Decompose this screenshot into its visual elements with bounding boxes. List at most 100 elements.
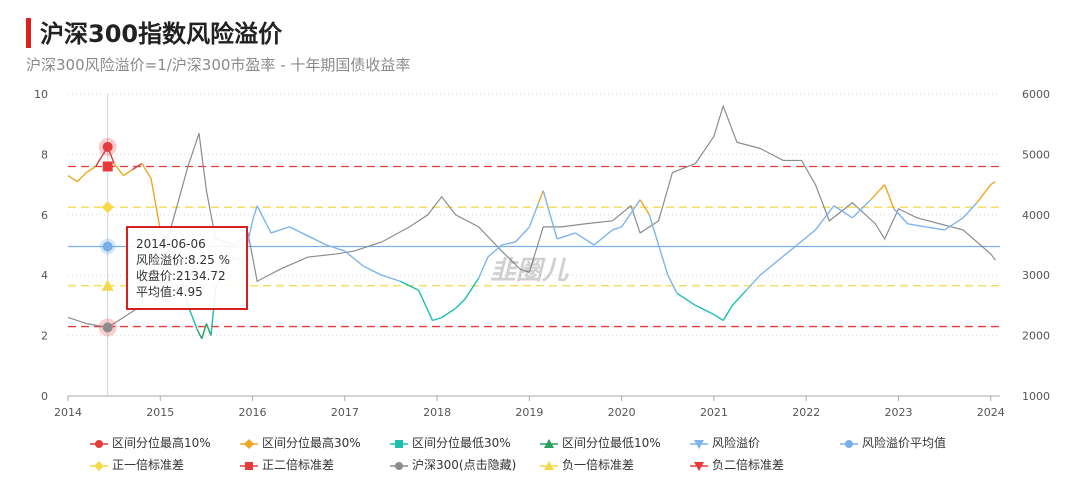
tooltip-close-label: 收盘价: xyxy=(136,269,177,283)
x-tick-label: 2023 xyxy=(884,406,912,419)
legend-item[interactable]: 正一倍标准差 xyxy=(90,456,184,473)
premium-series-segment xyxy=(639,199,650,216)
index-series-line xyxy=(67,104,996,329)
premium-series-segment xyxy=(851,199,872,219)
y-left-tick-label: 4 xyxy=(41,269,48,282)
y-right-tick-label: 3000 xyxy=(1022,269,1050,282)
premium-series-segment xyxy=(796,229,816,246)
y-right-tick-label: 4000 xyxy=(1022,209,1050,222)
legend-label: 区间分位最低10% xyxy=(562,436,661,450)
y-right-tick-label: 6000 xyxy=(1022,88,1050,101)
premium-series-segment xyxy=(270,226,290,234)
premium-series-segment xyxy=(132,162,143,171)
marker-minus-1-std xyxy=(101,279,114,291)
x-tick-label: 2020 xyxy=(608,406,636,419)
legend-item[interactable]: 区间分位最高30% xyxy=(240,434,361,451)
premium-series-segment xyxy=(362,265,383,276)
legend-diamond-icon xyxy=(90,460,108,471)
risk-premium-chart[interactable]: 0 1000 2 2000 4 3000 6 4000 8 5000 10 6000 2014 2015 2… xyxy=(0,0,1080,430)
legend-triangle-icon xyxy=(540,438,558,448)
legend-item[interactable]: 区间分位最低10% xyxy=(540,434,661,451)
x-tick-label: 2014 xyxy=(54,406,82,419)
premium-series-segment xyxy=(713,313,724,322)
title-accent-bar xyxy=(26,18,31,48)
premium-series-segment xyxy=(575,232,595,246)
x-tick-label: 2019 xyxy=(515,406,543,419)
tooltip-close: 收盘价:2134.72 xyxy=(136,268,246,284)
legend-label: 区间分位最高30% xyxy=(262,436,361,450)
premium-series-segment xyxy=(399,280,419,291)
tooltip-premium-value: 8.25 % xyxy=(188,253,230,267)
marker-plus-1-std xyxy=(101,201,114,214)
data-tooltip: 2014-06-06 风险溢价:8.25 % 收盘价:2134.72 平均值:4… xyxy=(126,226,248,310)
tooltip-average: 平均值:4.95 xyxy=(136,284,246,300)
legend-item[interactable]: 风险溢价 xyxy=(690,434,760,451)
legend-circle-icon xyxy=(840,438,858,448)
legend-item[interactable]: 负二倍标准差 xyxy=(690,456,784,473)
legend-item[interactable]: 区间分位最低30% xyxy=(390,434,511,451)
premium-series-segment xyxy=(289,226,309,237)
legend-item[interactable]: 负一倍标准差 xyxy=(540,456,634,473)
premium-series-segment xyxy=(251,205,258,222)
premium-series-segment xyxy=(537,190,544,203)
marker-plus-2-std xyxy=(102,161,113,172)
page-subtitle: 沪深300风险溢价=1/沪深300市盈率 - 十年期国债收益率 xyxy=(26,56,411,74)
premium-series-segment xyxy=(778,244,798,261)
legend-item[interactable]: 沪深300(点击隐藏) xyxy=(390,456,516,473)
legend-square-icon xyxy=(390,438,408,448)
legend-label: 正二倍标准差 xyxy=(262,458,335,472)
y-right-tick-label: 2000 xyxy=(1022,330,1050,343)
premium-series-segment xyxy=(418,290,434,321)
legend-diamond-icon xyxy=(240,438,258,449)
marker-index xyxy=(102,322,113,333)
y-left-tick-label: 8 xyxy=(41,148,48,161)
premium-series-segment xyxy=(441,307,456,319)
y-left-tick-label: 2 xyxy=(41,330,48,343)
premium-series-segment xyxy=(990,180,996,186)
tooltip-premium-label: 风险溢价: xyxy=(136,253,189,267)
legend-triangle-icon xyxy=(540,460,558,470)
premium-series-segment xyxy=(528,202,540,228)
x-tick-label: 2016 xyxy=(239,406,267,419)
premium-series-segment xyxy=(893,208,909,225)
legend-item[interactable]: 风险溢价平均值 xyxy=(840,434,946,451)
premium-series-segment xyxy=(381,274,401,282)
premium-series-segment xyxy=(907,223,927,228)
premium-series-segment xyxy=(731,289,747,306)
premium-series-segment xyxy=(113,163,124,176)
premium-series-segment xyxy=(542,190,558,240)
legend-triangle-down-icon xyxy=(690,460,708,471)
premium-series-segment xyxy=(432,316,442,322)
legend-item[interactable]: 区间分位最高10% xyxy=(90,434,211,451)
premium-series-segment xyxy=(477,256,489,279)
premium-series-segment xyxy=(464,277,480,300)
premium-series-segment xyxy=(501,241,516,246)
tooltip-date: 2014-06-06 xyxy=(136,237,206,251)
legend-label: 负二倍标准差 xyxy=(712,458,785,472)
premium-series-segment xyxy=(695,304,715,316)
premium-series-segment xyxy=(745,274,761,291)
legend-square-icon xyxy=(240,460,258,470)
legend-item[interactable]: 正二倍标准差 xyxy=(240,456,334,473)
premium-series-segment xyxy=(515,226,530,243)
premium-series-segment xyxy=(487,244,503,258)
tooltip-avg-value: 4.95 xyxy=(176,285,203,299)
premium-series-segment xyxy=(593,229,613,246)
premium-series-segment xyxy=(648,214,660,246)
premium-series-segment xyxy=(261,214,272,234)
premium-series-segment xyxy=(556,232,576,240)
tooltip-close-value: 2134.72 xyxy=(176,269,226,283)
premium-series-segment xyxy=(944,217,964,231)
x-tick-label: 2021 xyxy=(700,406,728,419)
premium-series-segment xyxy=(86,165,97,174)
premium-series-segment xyxy=(141,163,152,179)
premium-series-segment xyxy=(205,323,212,336)
premium-series-segment xyxy=(962,202,978,219)
x-tick-label: 2015 xyxy=(146,406,174,419)
page-title: 沪深300指数风险溢价 xyxy=(40,20,283,48)
x-tick-label: 2017 xyxy=(331,406,359,419)
marker-mean xyxy=(102,241,113,252)
premium-series-segment xyxy=(307,235,327,246)
legend-circle-icon xyxy=(90,438,108,448)
premium-series-segment xyxy=(256,205,263,216)
